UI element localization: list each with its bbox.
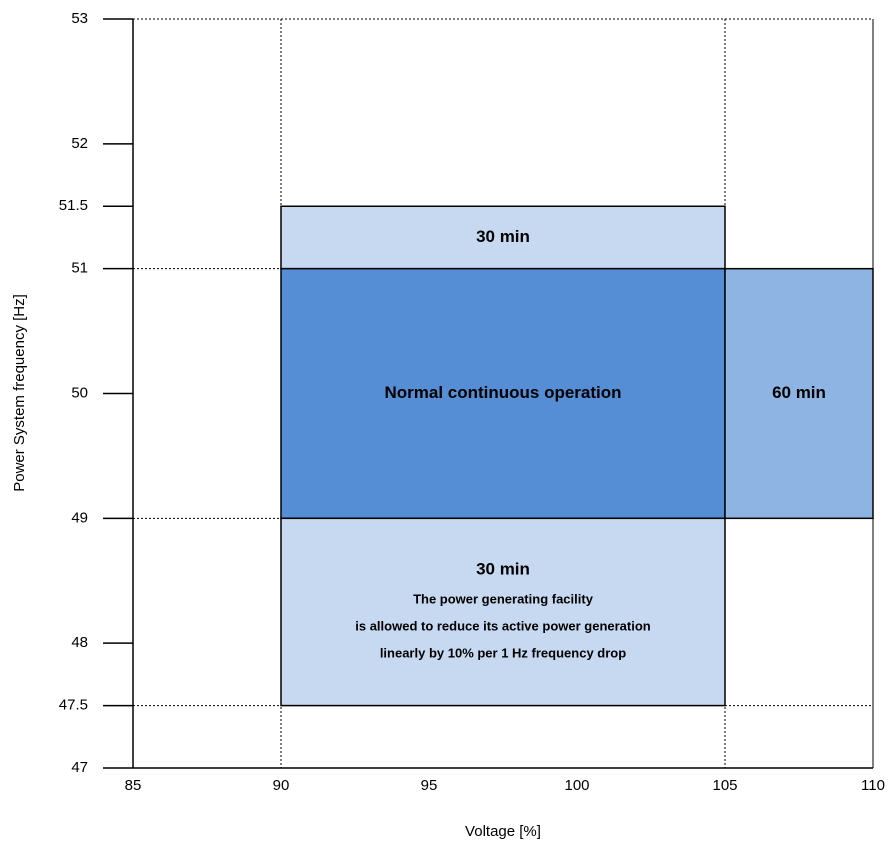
region	[280, 205, 726, 270]
region	[280, 517, 726, 707]
y-tick-label: 52	[71, 135, 88, 152]
x-tick-label: 95	[421, 777, 438, 794]
x-tick-label: 100	[564, 777, 589, 794]
x-tick-label: 90	[273, 777, 290, 794]
x-tick-label: 85	[125, 777, 142, 794]
y-axis-title: Power System frequency [Hz]	[11, 294, 28, 492]
region-label: 60 min	[772, 383, 826, 402]
region-note: linearly by 10% per 1 Hz frequency drop	[380, 645, 626, 660]
region-note: is allowed to reduce its active power ge…	[355, 618, 651, 633]
y-tick-label: 50	[71, 384, 88, 401]
y-tick-label: 49	[71, 509, 88, 526]
y-tick-label: 51	[71, 260, 88, 277]
x-axis-title: Voltage [%]	[465, 823, 541, 840]
region-note: The power generating facility	[413, 591, 594, 606]
y-tick-label: 51.5	[59, 197, 88, 214]
y-tick-label: 47.5	[59, 697, 88, 714]
x-tick-label: 105	[712, 777, 737, 794]
region-label: Normal continuous operation	[384, 383, 621, 402]
region-label: 30 min	[476, 227, 530, 246]
y-tick-label: 53	[71, 10, 88, 27]
y-tick-label: 47	[71, 759, 88, 776]
y-tick-label: 48	[71, 634, 88, 651]
x-tick-label: 110	[861, 777, 885, 794]
region-label: 30 min	[476, 559, 530, 578]
region	[280, 267, 726, 520]
